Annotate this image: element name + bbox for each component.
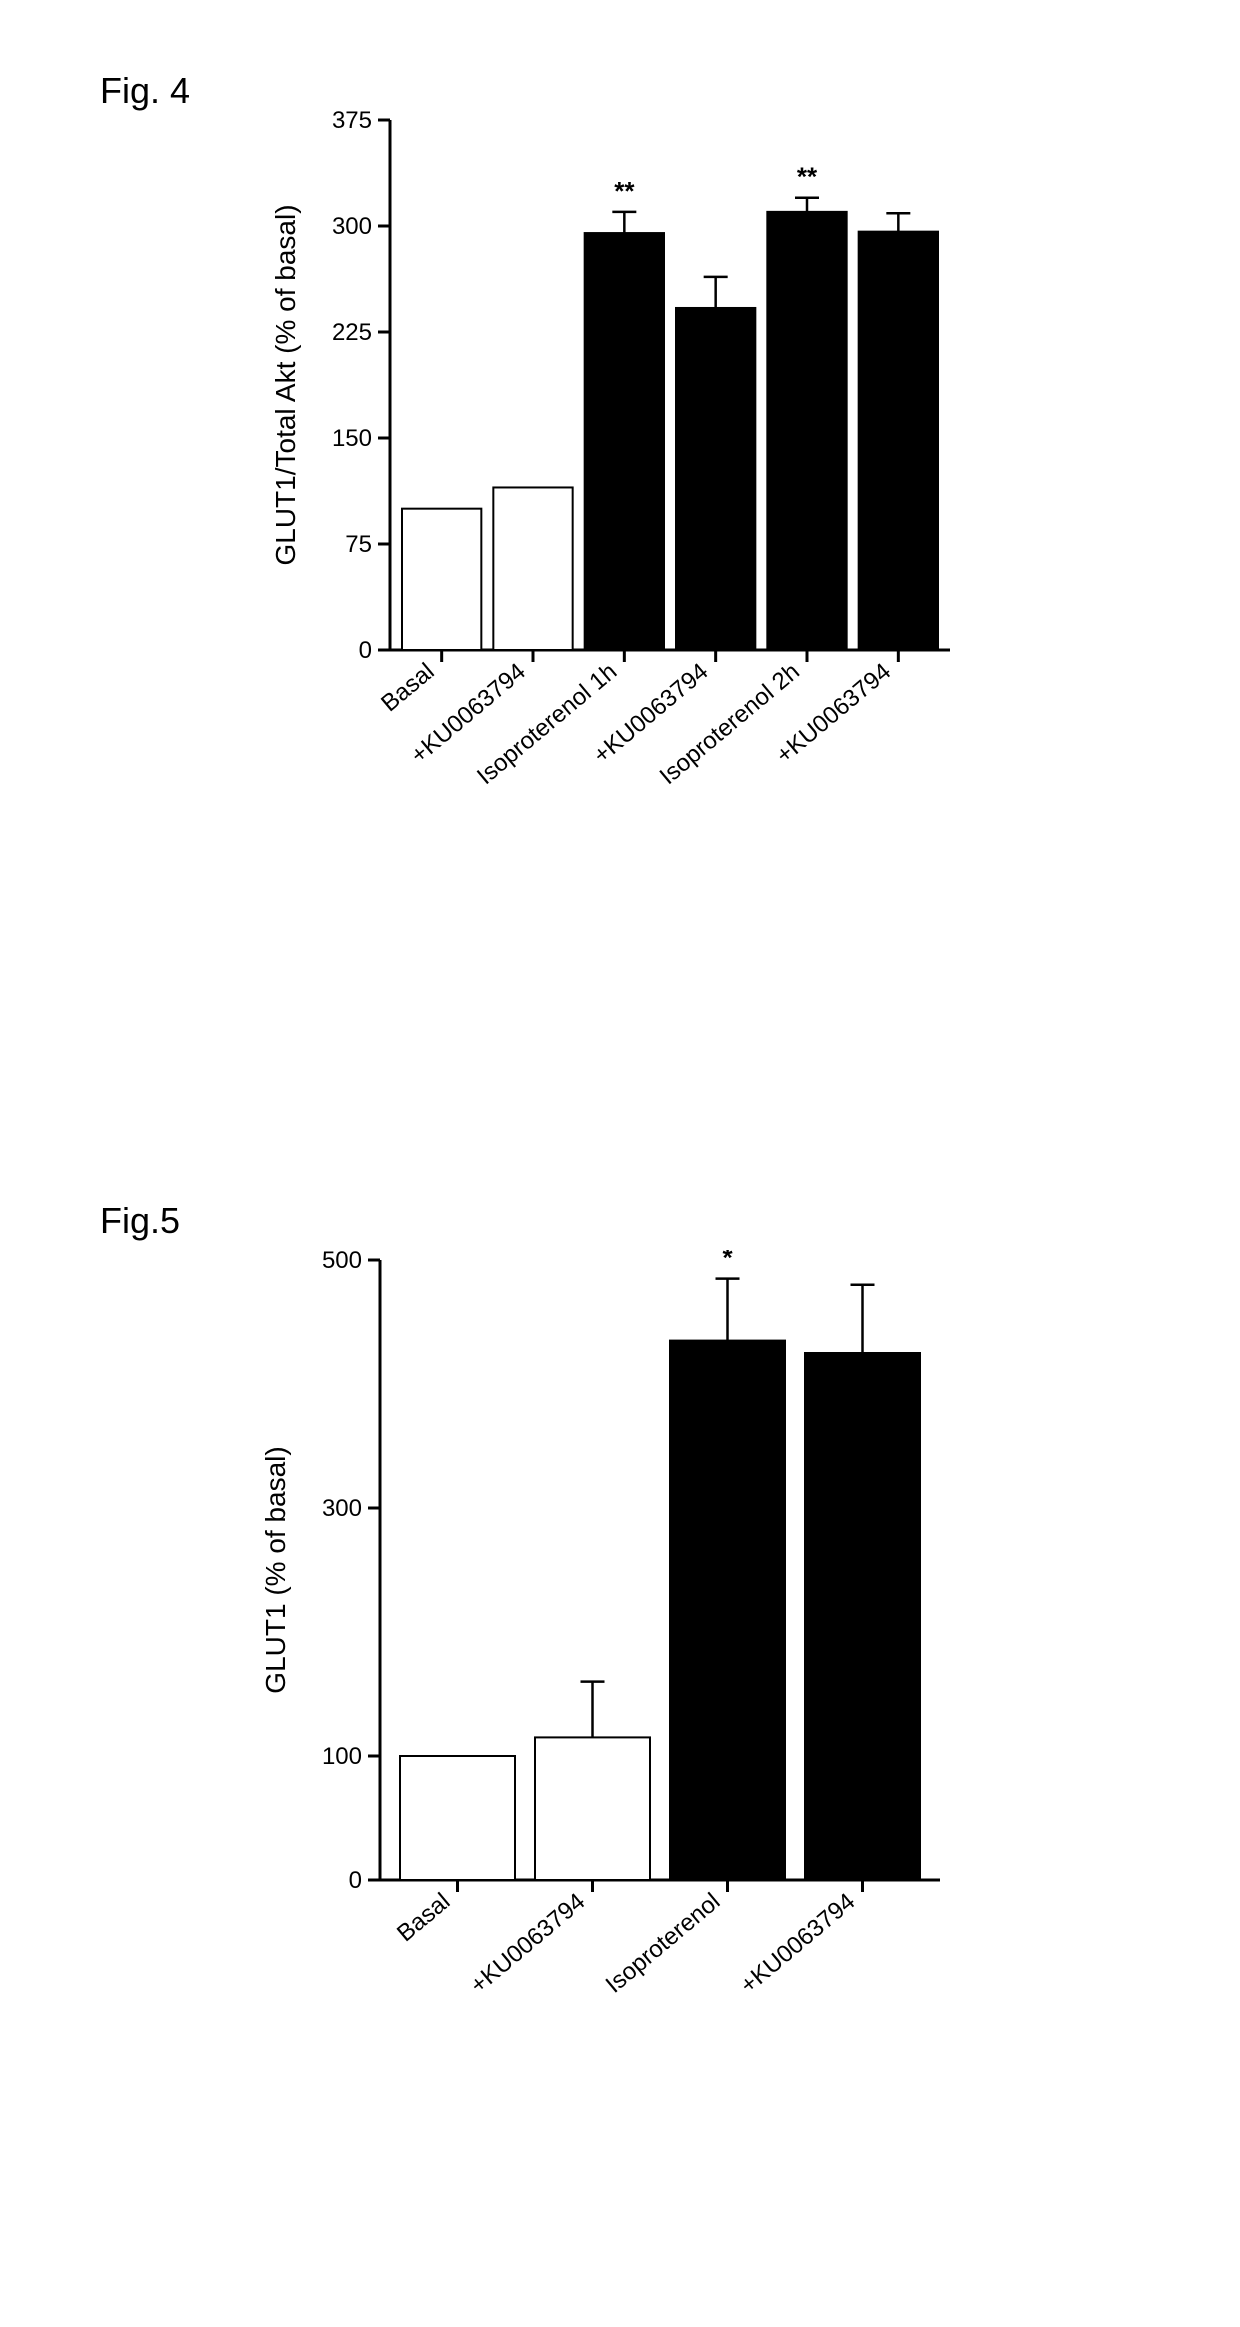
ytick-label: 225 [332, 319, 372, 346]
bar [676, 308, 755, 650]
significance-marker: ** [614, 176, 635, 206]
ytick-label: 0 [359, 637, 372, 664]
bar [402, 509, 481, 650]
ytick-label: 75 [345, 531, 372, 558]
bar [670, 1341, 785, 1880]
fig5-label: Fig.5 [100, 1200, 180, 1242]
significance-marker: * [722, 1250, 733, 1273]
x-category-label: +KU0063794 [735, 1888, 860, 1999]
significance-marker: ** [797, 162, 818, 192]
y-axis-label: GLUT1 (% of basal) [260, 1446, 291, 1693]
bar [535, 1737, 650, 1880]
fig5-chart: 0100300500GLUT1 (% of basal)Basal+KU0063… [240, 1250, 980, 2250]
ytick-label: 375 [332, 110, 372, 134]
bar [400, 1756, 515, 1880]
fig4-svg: 0 75 150 225 300 375 GLUT1/Total Akt (% of bas… [250, 110, 990, 1010]
x-category-label: +KU0063794 [465, 1888, 590, 1999]
bar [859, 232, 938, 650]
ytick-label: 100 [322, 1743, 362, 1770]
fig4-label: Fig. 4 [100, 70, 190, 112]
page: Fig. 4 0 75 150 225 300 375 GLUT1/Total Akt (%… [0, 0, 1240, 2327]
ytick-label: 150 [332, 425, 372, 452]
x-category-label: Basal [376, 658, 439, 717]
fig4-chart: 0 75 150 225 300 375 GLUT1/Total Akt (% of bas… [250, 110, 990, 1010]
bar [805, 1353, 920, 1880]
ytick-label: 300 [332, 213, 372, 240]
bar [585, 233, 664, 650]
ytick-label: 300 [322, 1495, 362, 1522]
fig5-svg: 0100300500GLUT1 (% of basal)Basal+KU0063… [240, 1250, 980, 2250]
bar [493, 487, 572, 650]
ytick-label: 500 [322, 1250, 362, 1274]
x-category-label: Isoproterenol [601, 1888, 726, 1999]
y-axis-label: GLUT1/Total Akt (% of basal) [270, 204, 301, 565]
x-category-label: Basal [392, 1888, 455, 1947]
ytick-label: 0 [349, 1867, 362, 1894]
bar [767, 212, 846, 650]
